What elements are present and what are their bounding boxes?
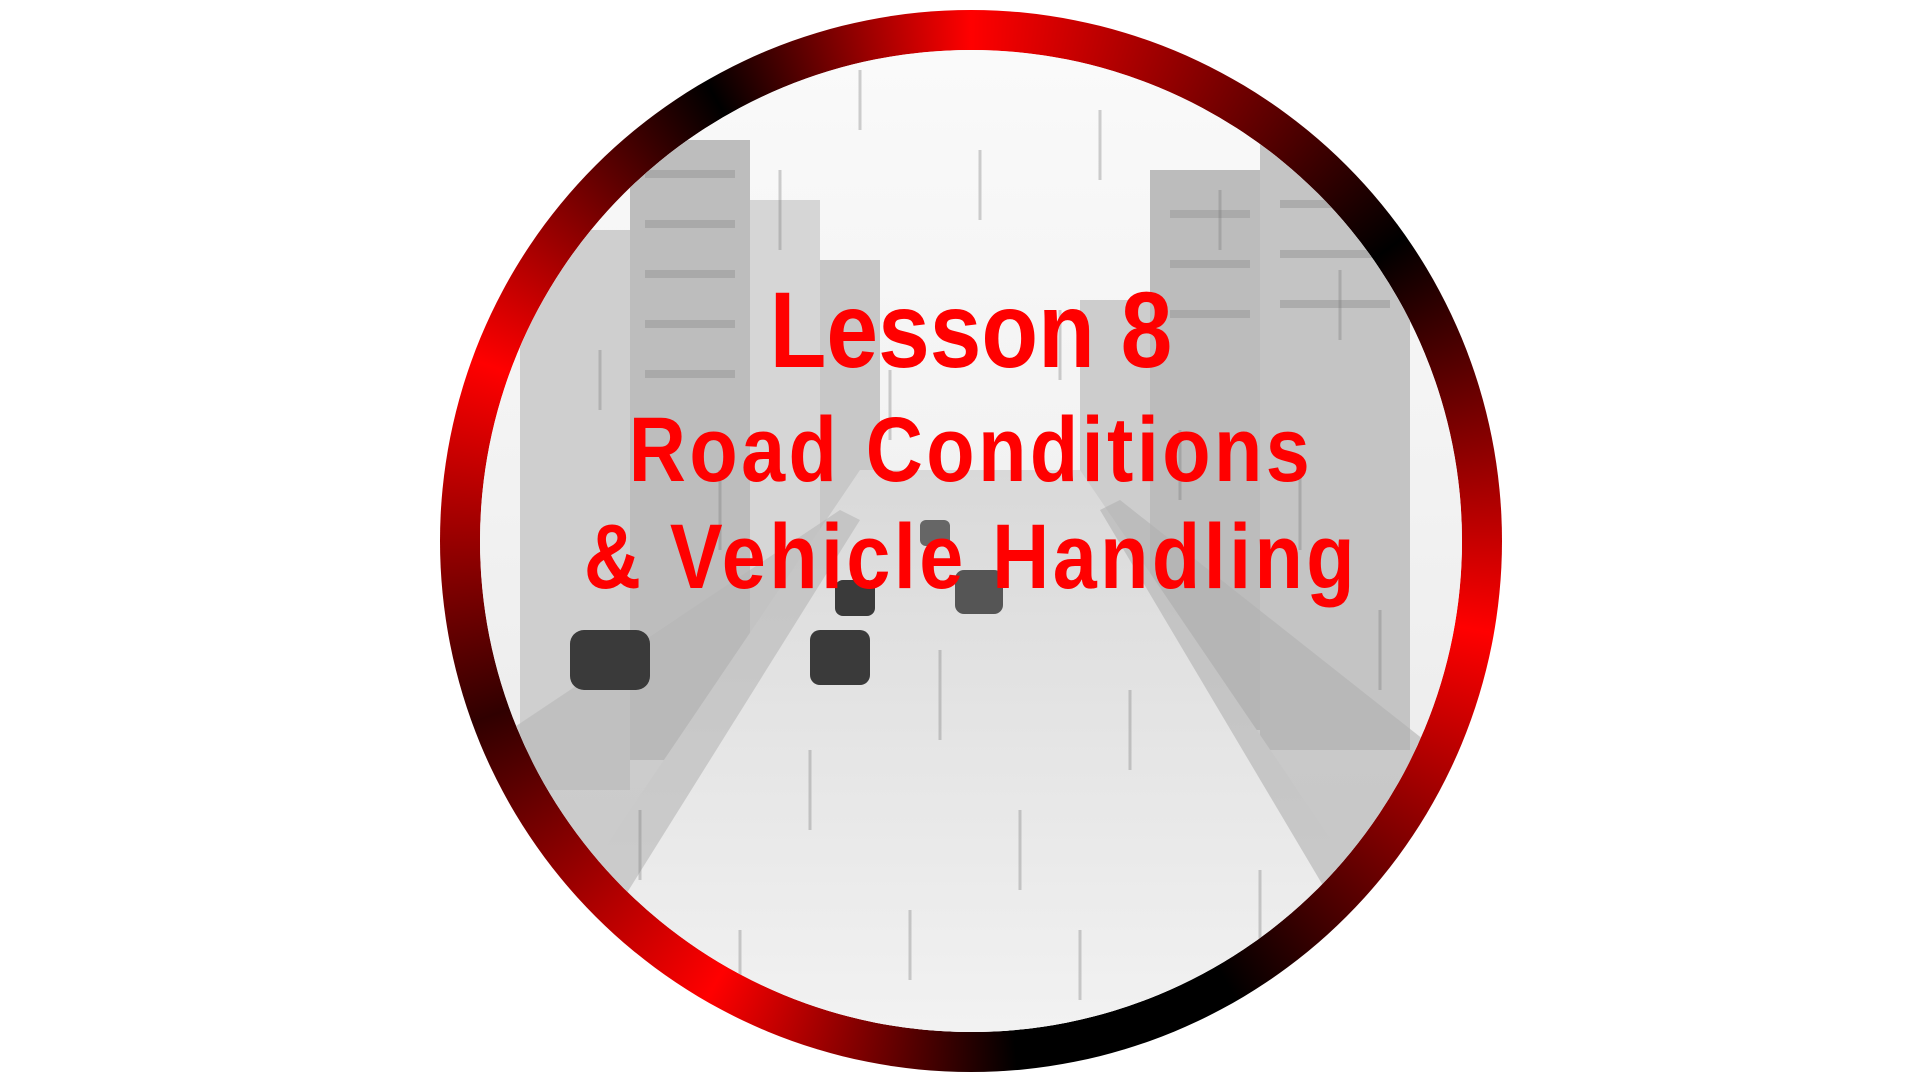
lesson-topic-line-2: & Vehicle Handling — [583, 505, 1359, 608]
lesson-topic-line-1: Road Conditions — [628, 398, 1314, 501]
lesson-title: Lesson 8 Road Conditions & Vehicle Handl… — [549, 269, 1394, 609]
rain-street-scene-icon — [480, 50, 1462, 1032]
rainy-street-image — [480, 50, 1462, 1032]
lesson-number: Lesson 8 — [769, 269, 1173, 390]
